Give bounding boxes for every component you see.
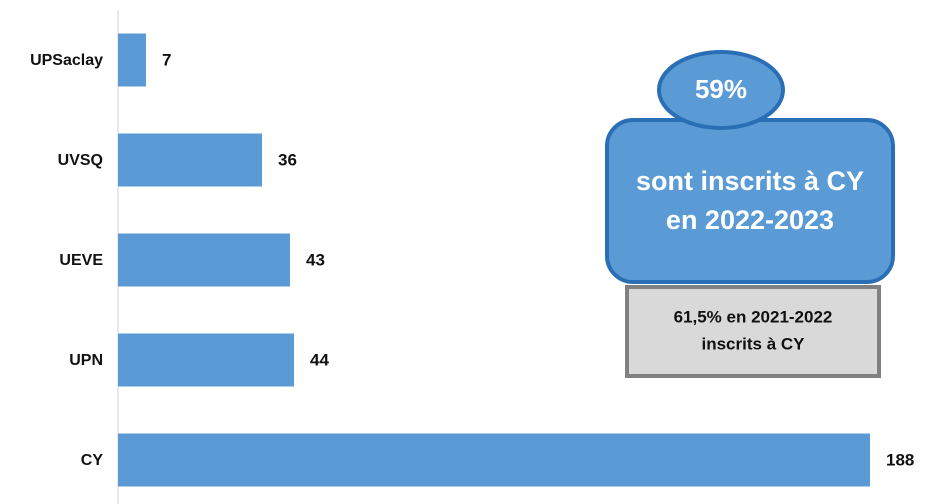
value-label: 7	[162, 50, 171, 69]
category-label: UEVE	[59, 252, 103, 269]
note-line: inscrits à CY	[702, 334, 806, 353]
bar	[118, 433, 870, 487]
callout-box	[605, 118, 895, 284]
category-label: UVSQ	[58, 152, 103, 169]
category-label: UPN	[69, 352, 103, 369]
badge-oval	[657, 50, 785, 130]
category-label: CY	[81, 452, 104, 469]
value-label: 44	[310, 350, 329, 369]
category-label: UPSaclay	[30, 52, 103, 69]
bar	[118, 33, 146, 87]
callout-line: sont inscrits à CY	[636, 166, 864, 196]
note-box	[625, 285, 881, 378]
bars: UPSaclay 7 UVSQ 36 UEVE 43 UPN 44 CY 188	[30, 33, 914, 487]
bar	[118, 333, 294, 387]
value-label: 188	[886, 450, 914, 469]
badge-text: 59%	[695, 74, 747, 104]
value-label: 36	[278, 150, 297, 169]
value-label: 43	[306, 250, 325, 269]
bar	[118, 133, 262, 187]
bar	[118, 233, 290, 287]
note-line: 61,5% en 2021-2022	[674, 307, 833, 326]
callout-line: en 2022-2023	[666, 205, 834, 235]
